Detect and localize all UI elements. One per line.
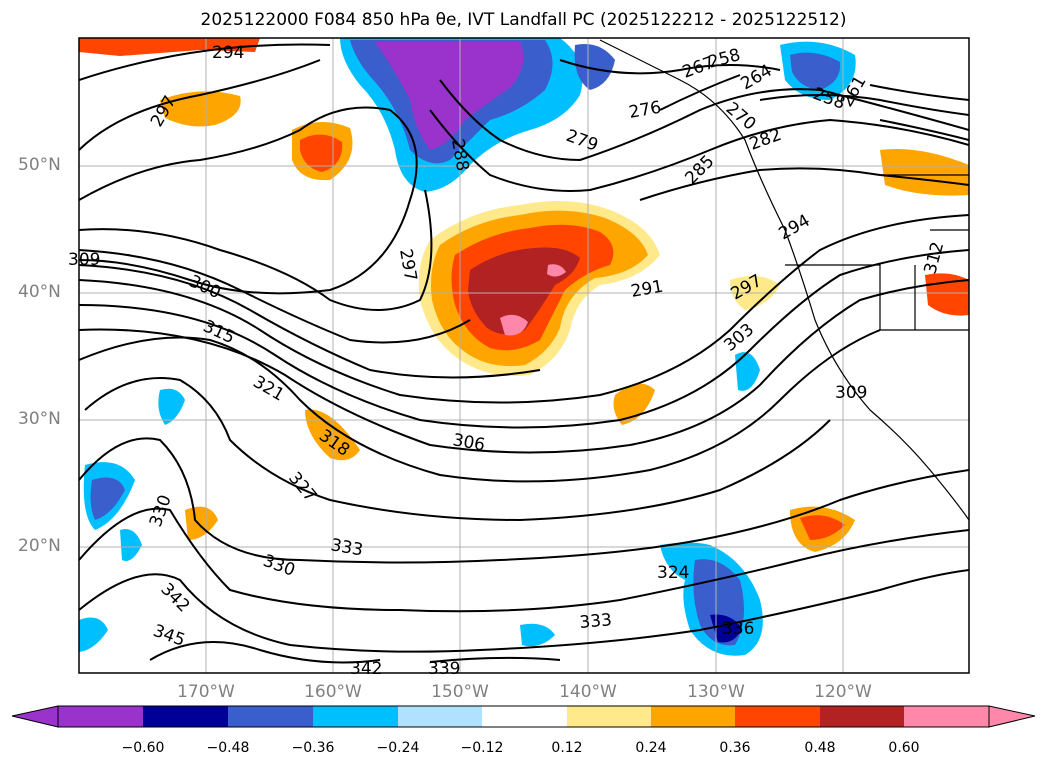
colorbar-cell — [567, 706, 651, 727]
colorbar-cell — [735, 706, 820, 727]
lon-label: 160°W — [304, 682, 362, 702]
contour-label: 330 — [260, 551, 297, 581]
ivt-shading — [79, 38, 969, 656]
colorbar-cell — [143, 706, 228, 727]
contour-label: 297 — [395, 247, 420, 282]
contour-label: 270 — [722, 99, 760, 135]
contour-label: 339 — [428, 659, 460, 679]
colorbar-cell — [651, 706, 735, 727]
coastlines — [599, 39, 969, 521]
gridlines — [79, 38, 969, 673]
colorbar-tick-label: 0.48 — [804, 740, 836, 756]
colorbar-tick-label: 0.60 — [888, 740, 920, 756]
lon-label: 120°W — [814, 682, 872, 702]
lat-label: 50°N — [18, 155, 61, 175]
colorbar-tick-label: −0.60 — [121, 740, 165, 756]
colorbar-tick-label: −0.12 — [460, 740, 504, 756]
lon-label: 150°W — [431, 682, 489, 702]
contour-label: 282 — [747, 125, 784, 155]
colorbar-cell — [58, 706, 143, 727]
contour-label: 294 — [212, 43, 244, 63]
colorbar-frame — [57, 705, 990, 728]
contour-label: 309 — [68, 250, 100, 270]
colorbar-tick-label: −0.48 — [206, 740, 250, 756]
theta-e-contours — [79, 43, 969, 664]
contour-label: 258 — [706, 45, 743, 73]
contour-label: 312 — [921, 240, 949, 277]
lat-label: 40°N — [18, 282, 61, 302]
lon-label: 130°W — [687, 682, 745, 702]
lat-label: 30°N — [18, 409, 61, 429]
contour-label: 285 — [681, 151, 718, 188]
colorbar-max-arrow — [988, 705, 1036, 728]
colorbar-tick-label: 0.24 — [635, 740, 667, 756]
map-frame — [78, 37, 970, 674]
contour-label: 342 — [156, 579, 193, 616]
contour-label: 327 — [284, 468, 320, 506]
contour-label: 336 — [722, 619, 754, 639]
contour-label: 324 — [657, 563, 689, 583]
colorbar-tick-label: −0.36 — [291, 740, 335, 756]
contour-label: 309 — [835, 383, 867, 403]
colorbar-cell — [228, 706, 313, 727]
colorbar — [11, 705, 1036, 728]
contour-label: 333 — [579, 610, 613, 633]
colorbar-cell — [904, 706, 989, 727]
contour-label: 294 — [776, 211, 814, 245]
contour-label: 279 — [563, 126, 600, 156]
colorbar-tick-label: 0.36 — [719, 740, 751, 756]
colorbar-cell — [820, 706, 904, 727]
map-title: 2025122000 F084 850 hPa θe, IVT Landfall… — [200, 10, 847, 30]
colorbar-cell — [398, 706, 482, 727]
contour-label: 321 — [250, 372, 288, 406]
contour-label: 342 — [350, 659, 382, 679]
colorbar-cell — [313, 706, 398, 727]
contour-label: 303 — [720, 320, 758, 356]
contour-label: 330 — [146, 492, 176, 529]
lon-label: 170°W — [177, 682, 235, 702]
colorbar-tick-label: −0.24 — [376, 740, 420, 756]
colorbar-min-arrow — [11, 705, 59, 728]
contour-label: 345 — [150, 621, 187, 651]
lon-label: 140°W — [559, 682, 617, 702]
contour-label: 333 — [329, 535, 364, 560]
contour-label: 306 — [451, 430, 486, 455]
contour-label: 291 — [629, 277, 664, 302]
lat-label: 20°N — [18, 536, 61, 556]
contour-label: 276 — [627, 98, 662, 123]
colorbar-tick-label: 0.12 — [551, 740, 583, 756]
colorbar-cell — [482, 706, 567, 727]
